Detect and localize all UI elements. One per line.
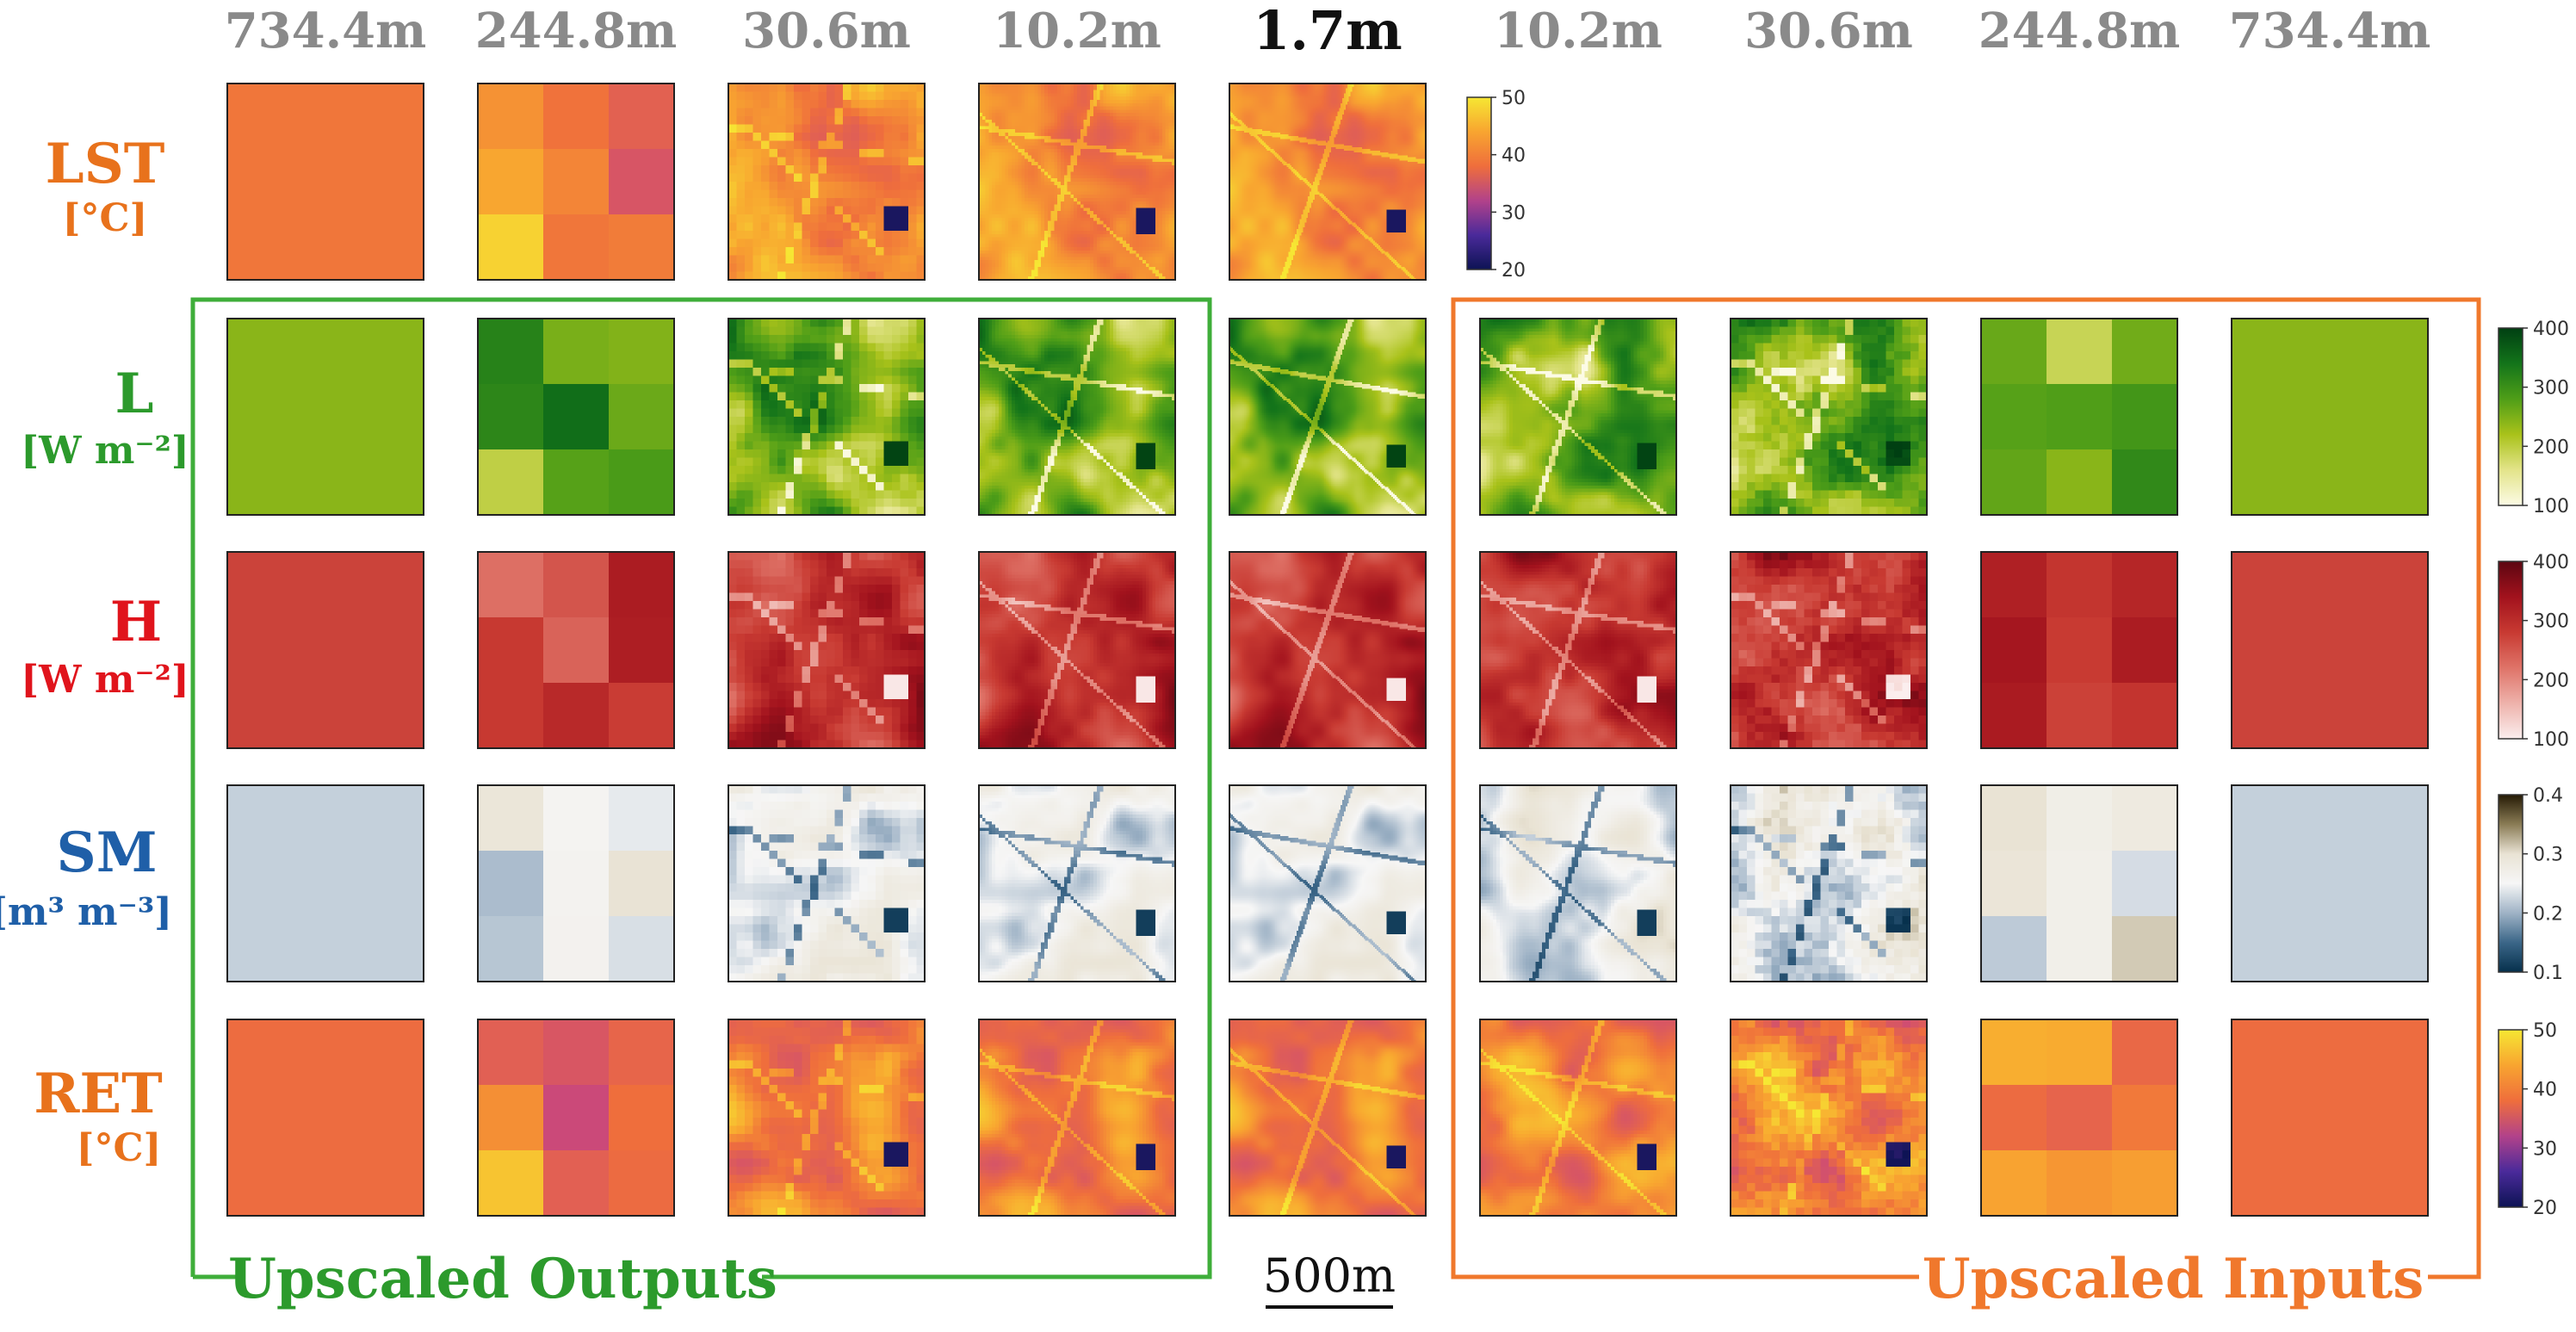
col-header: 10.2m (1494, 3, 1663, 59)
colorbar-tick-label: 40 (1502, 146, 1526, 167)
outputs-label: Upscaled Outputs (228, 1247, 777, 1311)
colorbar-tick-label: 200 (2533, 437, 2569, 458)
map-tile (728, 84, 926, 281)
colorbar-ramp (1467, 97, 1491, 269)
map-tile (1229, 785, 1427, 982)
map-tile (478, 785, 675, 982)
col-header: 244.8m (1978, 3, 2181, 59)
colorbar-tick-label: 0.1 (2533, 963, 2563, 984)
row-unit-lst: [°C] (63, 196, 148, 240)
colorbar-h: 400 300 200 100 (2499, 552, 2569, 751)
map-tile (1229, 552, 1427, 749)
row-label-sm: SM (56, 821, 157, 885)
colorbar-tick-label: 300 (2533, 378, 2569, 400)
map-tile (227, 84, 424, 281)
map-tile (478, 319, 675, 516)
row-label-h: H (110, 590, 162, 654)
colorbar-tick-label: 50 (2533, 1020, 2557, 1042)
colorbar-tick-label: 30 (2533, 1138, 2557, 1160)
map-tile (1981, 785, 2178, 982)
scale-bar-label: 500m (1263, 1248, 1396, 1303)
row-unit-h: [W m⁻²] (21, 658, 189, 702)
colorbar-ramp (2499, 328, 2523, 505)
colorbar-tick-label: 400 (2533, 319, 2569, 340)
map-tile (227, 319, 424, 516)
map-tile (979, 84, 1176, 281)
colorbar-ramp (2499, 561, 2523, 739)
colorbar-tick-label: 20 (1502, 260, 1526, 282)
colorbar-tick-label: 0.2 (2533, 903, 2563, 925)
colorbar-tick-label: 300 (2533, 611, 2569, 633)
colorbar-tick-label: 0.4 (2533, 785, 2563, 807)
map-tile-grid (227, 84, 2429, 1217)
map-tile (1480, 319, 1677, 516)
colorbar-l: 400 300 200 100 (2499, 319, 2569, 517)
colorbar-tick-label: 100 (2533, 496, 2569, 517)
map-tile (478, 1019, 675, 1217)
col-header: 244.8m (475, 3, 678, 59)
map-tile (1480, 1019, 1677, 1217)
row-label-lst: LST (46, 132, 165, 196)
map-tile (979, 552, 1176, 749)
map-tile (728, 552, 926, 749)
colorbar-tick-label: 0.3 (2533, 845, 2563, 866)
figure: 734.4m 244.8m 30.6m 10.2m 1.7m 10.2m 30.… (0, 0, 2576, 1332)
map-tile (2232, 319, 2429, 516)
col-header: 30.6m (1744, 3, 1913, 59)
row-unit-sm: [m³ m⁻³] (0, 890, 172, 934)
map-tile (979, 785, 1176, 982)
col-header-highlight: 1.7m (1253, 0, 1402, 62)
map-tile (1981, 1019, 2178, 1217)
map-tile (478, 84, 675, 281)
scale-bar: 500m (1263, 1248, 1396, 1307)
colorbar-tick-label: 40 (2533, 1080, 2557, 1101)
colorbar-tick-label: 400 (2533, 552, 2569, 573)
column-headers: 734.4m 244.8m 30.6m 10.2m 1.7m 10.2m 30.… (225, 0, 2431, 62)
map-tile (1731, 552, 1928, 749)
colorbar-tick-label: 20 (2533, 1198, 2557, 1219)
map-tile (728, 785, 926, 982)
colorbar-tick-label: 50 (1502, 88, 1526, 109)
map-tile (1731, 319, 1928, 516)
map-tile (979, 1019, 1176, 1217)
map-tile (1731, 785, 1928, 982)
row-unit-l: [W m⁻²] (21, 429, 189, 473)
map-tile (1981, 319, 2178, 516)
colorbar-lst: 50 40 30 20 (1467, 88, 1526, 282)
colorbar-tick-label: 200 (2533, 670, 2569, 691)
map-tile (227, 552, 424, 749)
colorbar-ramp (2499, 1030, 2523, 1207)
colorbar-tick-label: 30 (1502, 202, 1526, 224)
map-tile (728, 319, 926, 516)
map-tile (1731, 1019, 1928, 1217)
row-label-ret: RET (34, 1062, 163, 1126)
colorbar-ramp (2499, 795, 2523, 972)
map-tile (1229, 1019, 1427, 1217)
col-header: 10.2m (993, 3, 1161, 59)
map-tile (1480, 552, 1677, 749)
col-header: 30.6m (742, 3, 911, 59)
map-tile (2232, 1019, 2429, 1217)
map-tile (1480, 785, 1677, 982)
map-tile (478, 552, 675, 749)
map-tile (227, 1019, 424, 1217)
map-tile (728, 1019, 926, 1217)
col-header: 734.4m (2229, 3, 2431, 59)
map-tile (1981, 552, 2178, 749)
map-tile (979, 319, 1176, 516)
row-labels: LST [°C] L [W m⁻²] H [W m⁻²] SM [m³ m⁻³]… (0, 132, 189, 1170)
map-tile (2232, 552, 2429, 749)
inputs-label: Upscaled Inputs (1923, 1247, 2424, 1311)
row-unit-ret: [°C] (77, 1126, 162, 1170)
map-tile (1229, 319, 1427, 516)
map-tile (2232, 785, 2429, 982)
row-label-l: L (115, 362, 154, 426)
colorbar-sm: 0.4 0.3 0.2 0.1 (2499, 785, 2563, 984)
map-tile (1229, 84, 1427, 281)
colorbar-tick-label: 100 (2533, 729, 2569, 751)
map-tile (227, 785, 424, 982)
col-header: 734.4m (225, 3, 427, 59)
colorbar-ret: 50 40 30 20 (2499, 1020, 2557, 1219)
